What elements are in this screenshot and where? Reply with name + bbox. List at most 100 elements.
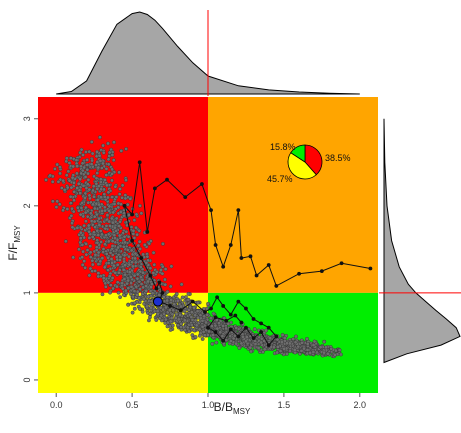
cloud-point bbox=[70, 225, 75, 230]
cloud-point bbox=[196, 315, 200, 320]
cloud-point bbox=[138, 203, 142, 208]
cloud-point bbox=[74, 171, 79, 176]
cloud-point bbox=[132, 218, 137, 222]
cloud-point bbox=[112, 140, 116, 145]
trajectory-point bbox=[157, 280, 162, 285]
cloud-point bbox=[132, 273, 137, 278]
cloud-point bbox=[189, 310, 194, 315]
cloud-point bbox=[80, 255, 85, 260]
right-density-curve bbox=[383, 118, 461, 364]
cloud-point bbox=[100, 256, 105, 261]
trajectory-point bbox=[339, 261, 344, 266]
y-tick-label: 1 bbox=[22, 290, 32, 295]
cloud-point bbox=[78, 240, 83, 245]
cloud-point bbox=[122, 259, 127, 264]
cloud-point bbox=[202, 314, 207, 319]
cloud-point bbox=[131, 294, 135, 299]
cloud-point bbox=[92, 206, 97, 211]
y-tick-label: 3 bbox=[22, 116, 32, 121]
cloud-point bbox=[189, 315, 194, 319]
x-tick-label: 1.0 bbox=[202, 400, 215, 410]
cloud-point bbox=[113, 270, 118, 275]
cloud-point bbox=[137, 296, 141, 300]
cloud-point bbox=[165, 298, 170, 303]
cloud-point bbox=[88, 244, 93, 249]
cloud-point bbox=[173, 316, 178, 320]
cloud-point bbox=[133, 251, 138, 256]
cloud-point bbox=[275, 337, 280, 342]
x-axis-title-sub: MSY bbox=[233, 407, 251, 416]
cloud-point bbox=[94, 248, 99, 252]
cloud-point bbox=[253, 342, 258, 346]
cloud-point bbox=[176, 298, 180, 303]
cloud-point bbox=[104, 166, 109, 171]
trajectory-point bbox=[160, 290, 165, 295]
cloud-point bbox=[99, 166, 104, 170]
cloud-point bbox=[248, 345, 253, 350]
cloud-point bbox=[150, 291, 155, 296]
cloud-point bbox=[89, 140, 94, 144]
cloud-point bbox=[103, 284, 108, 289]
cloud-point bbox=[110, 178, 114, 183]
cloud-point bbox=[86, 171, 90, 176]
cloud-point bbox=[174, 292, 179, 296]
cloud-point bbox=[118, 187, 122, 191]
trajectory-point bbox=[319, 269, 324, 274]
trajectory-point bbox=[213, 330, 218, 334]
cloud-point bbox=[92, 214, 97, 219]
trajectory-point bbox=[213, 315, 218, 320]
cloud-point bbox=[113, 236, 117, 241]
cloud-point bbox=[195, 309, 200, 314]
cloud-point bbox=[64, 173, 69, 178]
cloud-point bbox=[130, 264, 135, 269]
cloud-point bbox=[102, 192, 107, 197]
cloud-point bbox=[128, 196, 133, 201]
cloud-point bbox=[311, 343, 316, 347]
cloud-point bbox=[123, 272, 128, 277]
cloud-point bbox=[96, 165, 101, 170]
cloud-point bbox=[168, 319, 173, 324]
cloud-point bbox=[333, 353, 337, 357]
cloud-point bbox=[116, 245, 120, 250]
cloud-point bbox=[87, 229, 92, 234]
cloud-point bbox=[124, 147, 129, 151]
cloud-point bbox=[152, 262, 157, 267]
cloud-point bbox=[232, 333, 237, 338]
cloud-point bbox=[88, 255, 93, 260]
cloud-point bbox=[337, 348, 342, 352]
cloud-point bbox=[113, 184, 118, 189]
cloud-point bbox=[95, 228, 100, 233]
cloud-point bbox=[135, 276, 140, 281]
pie-slice-label: 38.5% bbox=[325, 153, 351, 163]
trajectory-point bbox=[251, 336, 256, 341]
cloud-point bbox=[93, 252, 98, 257]
cloud-point bbox=[48, 173, 53, 178]
trajectory-point bbox=[190, 299, 195, 304]
cloud-point bbox=[93, 269, 98, 273]
cloud-point bbox=[123, 193, 128, 198]
cloud-point bbox=[129, 281, 134, 286]
cloud-point bbox=[100, 292, 105, 297]
cloud-point bbox=[70, 206, 74, 211]
cloud-point bbox=[163, 267, 168, 271]
cloud-point bbox=[244, 339, 248, 344]
y-axis-title: F/FMSY bbox=[6, 225, 22, 261]
cloud-point bbox=[224, 338, 229, 342]
cloud-point bbox=[101, 143, 106, 148]
cloud-point bbox=[294, 334, 298, 339]
cloud-point bbox=[78, 236, 83, 241]
cloud-point bbox=[110, 195, 114, 199]
cloud-point bbox=[101, 161, 105, 166]
cloud-point bbox=[158, 305, 163, 310]
cloud-point bbox=[148, 302, 153, 307]
cloud-point bbox=[107, 219, 112, 224]
cloud-point bbox=[147, 241, 152, 246]
trajectory-point bbox=[239, 256, 244, 260]
cloud-point bbox=[67, 161, 72, 165]
cloud-point bbox=[81, 183, 86, 188]
cloud-point bbox=[108, 290, 112, 295]
cloud-point bbox=[80, 263, 85, 267]
cloud-point bbox=[217, 321, 221, 326]
cloud-point bbox=[239, 341, 244, 346]
cloud-point bbox=[96, 274, 101, 279]
